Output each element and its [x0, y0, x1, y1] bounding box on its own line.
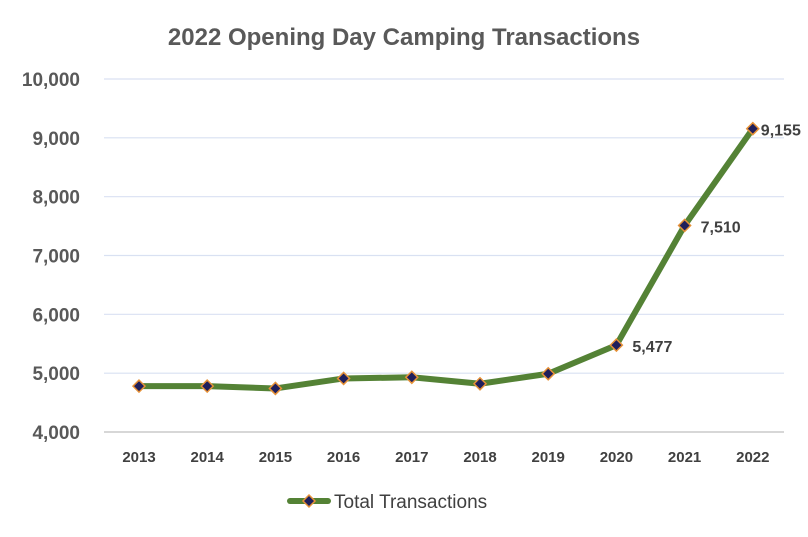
y-tick-label: 4,000 [32, 423, 80, 444]
x-tick-label: 2013 [122, 449, 155, 466]
data-point-marker[interactable] [268, 381, 283, 396]
data-point-marker[interactable] [472, 376, 488, 391]
y-tick-label: 5,000 [32, 364, 80, 385]
data-point-marker[interactable] [609, 338, 624, 353]
x-tick-label: 2016 [327, 449, 360, 466]
y-tick-label: 6,000 [32, 305, 80, 326]
data-point-marker[interactable] [745, 121, 760, 136]
series-line [136, 125, 756, 392]
series-total-transactions [131, 121, 760, 396]
data-point-marker[interactable] [404, 370, 419, 385]
x-tick-label: 2017 [395, 449, 428, 466]
legend[interactable]: Total Transactions [287, 492, 487, 513]
x-tick-label: 2022 [736, 449, 769, 466]
x-tick-label: 2018 [463, 449, 496, 466]
y-tick-label: 8,000 [32, 188, 80, 209]
x-tick-label: 2021 [668, 449, 701, 466]
data-point-marker[interactable] [200, 379, 215, 394]
x-axis: 2013 2014 2015 2016 2017 2018 2019 2020 2021 2022 [122, 449, 769, 466]
data-point-marker[interactable] [131, 379, 147, 394]
x-tick-label: 2014 [191, 449, 225, 466]
y-tick-label: 9,000 [32, 129, 80, 150]
x-tick-label: 2019 [532, 449, 565, 466]
chart-title: 2022 Opening Day Camping Transactions [168, 24, 640, 51]
y-axis: 4,000 5,000 6,000 7,000 8,000 9,000 10,000 [22, 70, 80, 444]
y-tick-label: 7,000 [32, 247, 80, 268]
gridlines [104, 78, 784, 433]
data-point-marker[interactable] [677, 218, 692, 233]
data-label: 5,477 [632, 339, 672, 356]
legend-diamond-marker [301, 493, 317, 509]
data-label: 9,155 [761, 123, 801, 140]
x-tick-label: 2015 [259, 449, 292, 466]
data-point-marker[interactable] [541, 366, 556, 381]
data-label: 7,510 [701, 219, 741, 236]
y-tick-label: 10,000 [22, 70, 80, 91]
x-tick-label: 2020 [600, 449, 633, 466]
data-labels: 5,477 7,510 9,155 [632, 123, 801, 356]
data-point-marker[interactable] [336, 371, 351, 386]
legend-label: Total Transactions [334, 492, 487, 513]
